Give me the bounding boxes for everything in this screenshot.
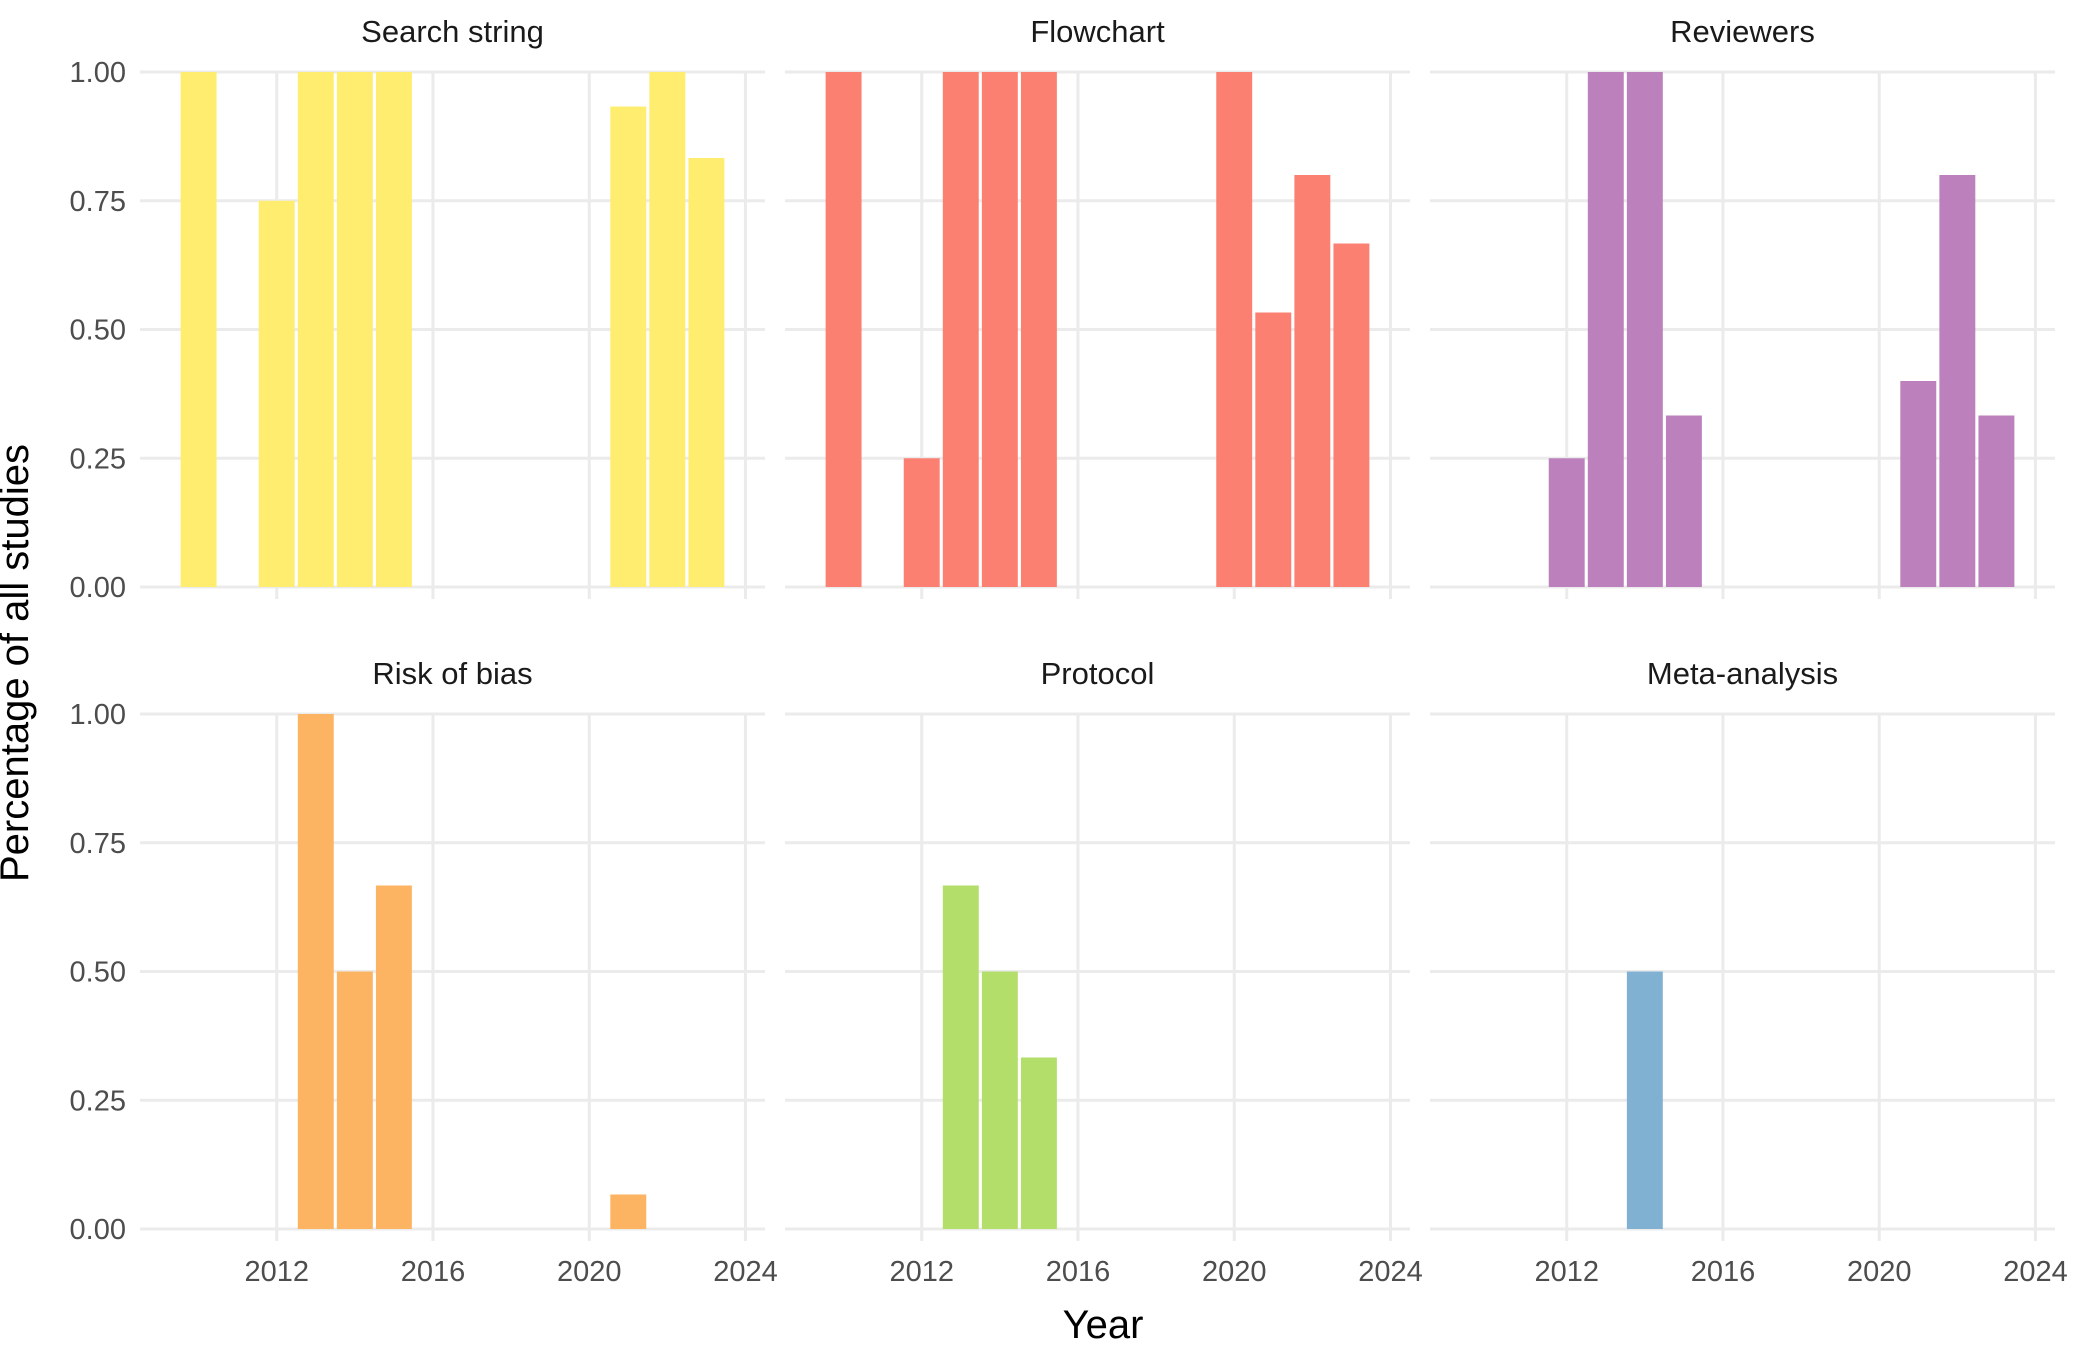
bar-2014 xyxy=(981,72,1018,587)
x-tick-label: 2020 xyxy=(1202,1256,1267,1288)
bar-2014 xyxy=(1626,971,1663,1229)
bar-2021 xyxy=(610,1194,647,1229)
x-tick-label: 2012 xyxy=(244,1256,309,1288)
bar-2015 xyxy=(1020,72,1057,587)
panel-title: Reviewers xyxy=(1670,14,1815,49)
bar-2010 xyxy=(180,72,217,587)
panel-protocol: Protocol 2012 2016 2020 2024 xyxy=(785,656,1423,1288)
bar-2015 xyxy=(1665,415,1702,587)
bar-2013 xyxy=(297,72,334,587)
y-axis-title: Percentage of all studies xyxy=(0,444,37,882)
y-tick-label: 0.50 xyxy=(70,957,126,989)
y-tick-label: 0.50 xyxy=(70,315,126,347)
x-tick-label: 2020 xyxy=(1847,1256,1912,1288)
x-axis-title: Year xyxy=(1063,1303,1144,1347)
x-tick-label: 2016 xyxy=(1046,1256,1111,1288)
x-tick-label: 2020 xyxy=(557,1256,622,1288)
bar-2021 xyxy=(1900,381,1937,587)
bar-2023 xyxy=(1333,243,1370,587)
panel-flowchart: Flowchart xyxy=(785,14,1410,599)
bar-2022 xyxy=(1294,175,1331,587)
bar-2014 xyxy=(1626,72,1663,587)
x-tick-label: 2024 xyxy=(2003,1256,2068,1288)
panel-title: Flowchart xyxy=(1030,14,1165,49)
x-tick-label: 2012 xyxy=(1534,1256,1599,1288)
bar-2023 xyxy=(1978,415,2015,587)
bar-2014 xyxy=(336,971,373,1229)
bar-2014 xyxy=(981,971,1018,1229)
panel-title: Meta-analysis xyxy=(1647,656,1838,691)
bar-2013 xyxy=(297,714,334,1229)
x-tick-label: 2012 xyxy=(889,1256,954,1288)
panel-search-string: Search string 0.00 0.25 0.50 0.75 1.00 xyxy=(70,14,765,604)
panel-risk-of-bias: Risk of bias 0.00 0.25 0.50 0.75 1.00 2012 2016… xyxy=(70,656,778,1288)
bar-2022 xyxy=(649,72,686,587)
bar-2013 xyxy=(942,72,979,587)
x-tick-label: 2016 xyxy=(401,1256,466,1288)
x-tick-label: 2016 xyxy=(1691,1256,1756,1288)
bar-2015 xyxy=(1020,1057,1057,1229)
y-tick-label: 1.00 xyxy=(70,699,126,731)
x-tick-label: 2024 xyxy=(1358,1256,1423,1288)
bar-2013 xyxy=(942,885,979,1229)
y-tick-label: 1.00 xyxy=(70,57,126,89)
y-tick-label: 0.75 xyxy=(70,828,126,860)
bar-2015 xyxy=(375,72,412,587)
bar-2010 xyxy=(825,72,862,587)
bar-2023 xyxy=(688,158,725,587)
bar-2012 xyxy=(903,458,940,587)
bar-2022 xyxy=(1939,175,1976,587)
bar-2012 xyxy=(258,200,295,587)
y-tick-label: 0.25 xyxy=(70,1085,126,1117)
panel-title: Risk of bias xyxy=(372,656,532,691)
panel-reviewers: Reviewers xyxy=(1430,14,2055,599)
bar-2013 xyxy=(1587,72,1624,587)
bar-2020 xyxy=(1216,72,1253,587)
y-tick-label: 0.75 xyxy=(70,186,126,218)
panel-title: Search string xyxy=(361,14,544,49)
y-tick-label: 0.00 xyxy=(70,1214,126,1246)
bar-2015 xyxy=(375,885,412,1229)
x-tick-label: 2024 xyxy=(713,1256,778,1288)
y-tick-label: 0.00 xyxy=(70,572,126,604)
y-tick-label: 0.25 xyxy=(70,443,126,475)
panel-meta-analysis: Meta-analysis 2012 2016 2020 2024 xyxy=(1430,656,2068,1288)
bar-2012 xyxy=(1548,458,1585,587)
bar-2021 xyxy=(610,106,647,587)
bar-2021 xyxy=(1255,312,1292,587)
panel-title: Protocol xyxy=(1041,656,1155,691)
bar-2014 xyxy=(336,72,373,587)
